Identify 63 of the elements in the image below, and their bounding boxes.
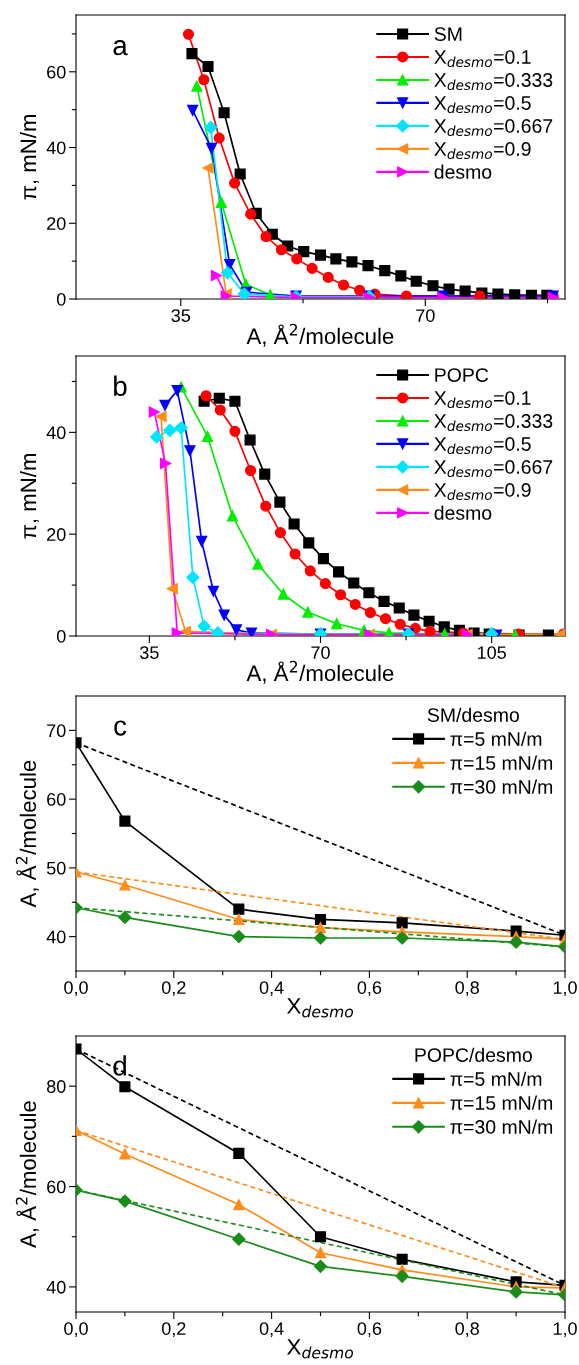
x-tick-label: 0,4 — [259, 1322, 284, 1338]
x-tick-label: 0,6 — [357, 1322, 382, 1338]
x-tick-label: 35 — [140, 646, 159, 659]
legend-label: POPC — [435, 368, 489, 382]
x-axis-title: X$_{desmo}$ — [287, 1339, 354, 1359]
legend-label: π=5 mN/m — [450, 1071, 542, 1086]
y-tick-label: 40 — [46, 426, 66, 440]
y-tick-label: 60 — [47, 793, 66, 806]
legend-label: X$_{desmo}$=0.667 — [434, 119, 553, 137]
x-tick-label: 1,0 — [553, 981, 577, 997]
y-tick-label: 40 — [46, 1280, 66, 1294]
x-axis-title: X$_{desmo}$ — [287, 998, 354, 1018]
legend-label: π=5 mN/m — [450, 731, 542, 746]
y-tick-label: 70 — [47, 724, 66, 738]
x-axis-title: A, Å$^{2}$/molecule — [246, 323, 394, 347]
y-tick-label: 20 — [47, 528, 66, 541]
y-axis-title: A, Å$^{2}$/molecule — [15, 1101, 39, 1248]
legend-label: X$_{desmo}$=0.9 — [434, 142, 531, 160]
legend-label: SM — [434, 27, 462, 41]
legend-label: π=30 mN/m — [450, 1119, 553, 1134]
y-tick-label: 0 — [56, 292, 66, 306]
y-tick-label: 20 — [47, 217, 66, 230]
x-tick-label: 70 — [311, 646, 330, 659]
y-tick-label: 60 — [47, 65, 66, 79]
y-tick-label: 40 — [46, 141, 66, 155]
y-tick-label: 40 — [46, 930, 66, 944]
y-axis-title: A, Å$^{2}$/molecule — [15, 760, 39, 908]
legend-label: X$_{desmo}$=0.1 — [434, 391, 531, 409]
legend-label: X$_{desmo}$=0.333 — [434, 73, 553, 91]
y-tick-label: 80 — [46, 1080, 66, 1093]
legend-label: X$_{desmo}$=0.5 — [434, 96, 531, 114]
legend-title: POPC/desmo — [415, 1047, 532, 1062]
x-tick-label: 0,8 — [455, 1322, 479, 1338]
annotation: c — [114, 720, 127, 736]
y-tick-label: 60 — [47, 1180, 66, 1194]
y-tick-label: 0 — [56, 629, 66, 643]
x-tick-label: 0,6 — [357, 981, 382, 997]
legend-label: π=30 mN/m — [450, 779, 553, 794]
y-axis-title: π, mN/m — [19, 115, 39, 200]
legend-label: desmo — [434, 505, 492, 520]
annotation: b — [114, 375, 127, 396]
x-tick-label: 0,0 — [64, 1322, 88, 1338]
legend-label: π=15 mN/m — [450, 755, 553, 770]
legend-label: π=15 mN/m — [450, 1095, 553, 1110]
y-axis-title: π, mN/m — [19, 454, 39, 539]
x-tick-label: 0,2 — [161, 981, 186, 997]
annotation: a — [113, 40, 128, 56]
legend-title: SM/desmo — [427, 707, 519, 722]
x-tick-label: 35 — [171, 309, 191, 322]
x-tick-label: 0,4 — [259, 981, 284, 997]
legend-label: X$_{desmo}$=0.667 — [434, 460, 553, 478]
x-tick-label: 0,2 — [161, 1322, 186, 1338]
y-tick-label: 50 — [46, 861, 66, 875]
x-tick-label: 1,0 — [553, 1322, 577, 1338]
legend-label: X$_{desmo}$=0.9 — [434, 483, 531, 501]
x-axis-title: A, Å$^{2}$/molecule — [246, 660, 394, 684]
x-tick-label: 0,0 — [64, 981, 88, 997]
x-tick-label: 105 — [477, 646, 506, 659]
legend-label: X$_{desmo}$=0.5 — [434, 437, 531, 455]
legend-label: X$_{desmo}$=0.333 — [434, 414, 553, 432]
x-tick-label: 0,8 — [455, 981, 479, 997]
legend-label: X$_{desmo}$=0.1 — [434, 50, 531, 68]
legend-label: desmo — [434, 164, 492, 179]
